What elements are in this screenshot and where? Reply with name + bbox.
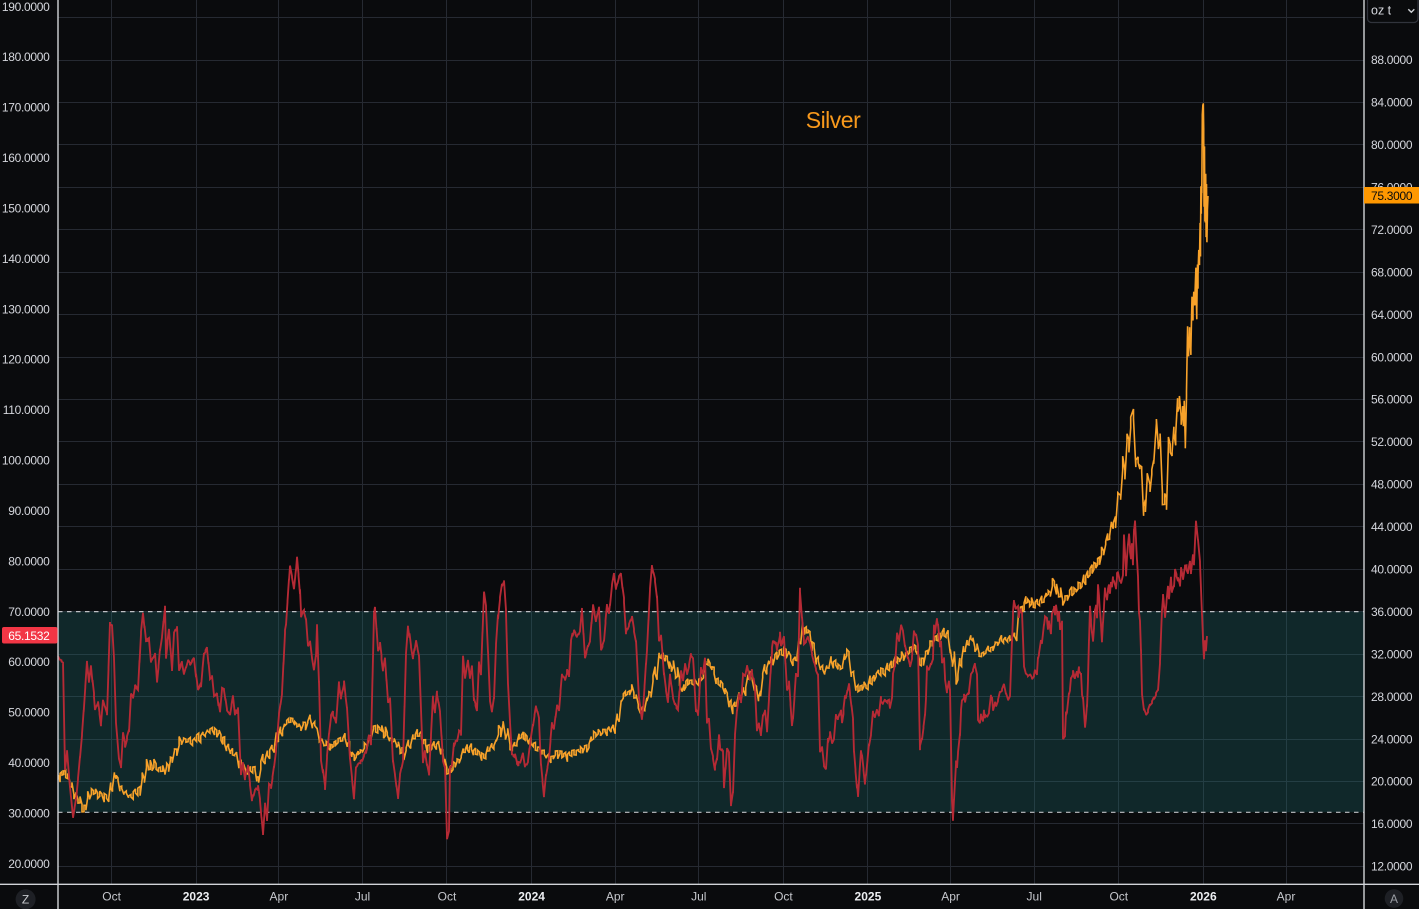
svg-text:65.1532: 65.1532 — [8, 629, 50, 643]
svg-text:Oct: Oct — [438, 890, 457, 904]
svg-text:52.0000: 52.0000 — [1371, 435, 1413, 449]
svg-text:150.0000: 150.0000 — [2, 202, 50, 216]
svg-text:75.3000: 75.3000 — [1371, 189, 1413, 203]
svg-text:40.0000: 40.0000 — [1371, 563, 1413, 577]
svg-text:120.0000: 120.0000 — [2, 353, 50, 367]
svg-text:110.0000: 110.0000 — [3, 403, 50, 417]
svg-text:A: A — [1390, 892, 1398, 906]
svg-text:Jul: Jul — [355, 890, 370, 904]
svg-text:56.0000: 56.0000 — [1371, 393, 1413, 407]
svg-text:88.0000: 88.0000 — [1371, 53, 1413, 67]
svg-text:Apr: Apr — [1277, 890, 1296, 904]
svg-text:100.0000: 100.0000 — [2, 454, 50, 468]
svg-text:20.0000: 20.0000 — [1371, 775, 1413, 789]
svg-text:70.0000: 70.0000 — [8, 605, 50, 619]
svg-text:72.0000: 72.0000 — [1371, 223, 1413, 237]
svg-text:2024: 2024 — [518, 890, 545, 904]
svg-text:80.0000: 80.0000 — [1371, 138, 1413, 152]
svg-text:28.0000: 28.0000 — [1371, 690, 1413, 704]
svg-text:Jul: Jul — [1027, 890, 1042, 904]
svg-text:44.0000: 44.0000 — [1371, 520, 1413, 534]
svg-text:30.0000: 30.0000 — [8, 807, 50, 821]
svg-text:2025: 2025 — [855, 890, 882, 904]
svg-text:oz t: oz t — [1371, 3, 1392, 17]
svg-text:24.0000: 24.0000 — [1371, 732, 1413, 746]
svg-text:Oct: Oct — [1109, 890, 1128, 904]
svg-text:Apr: Apr — [941, 890, 960, 904]
svg-text:190.0000: 190.0000 — [2, 0, 50, 14]
svg-text:Silver: Silver — [806, 107, 861, 133]
svg-text:Jul: Jul — [691, 890, 706, 904]
svg-text:Oct: Oct — [774, 890, 793, 904]
svg-text:16.0000: 16.0000 — [1371, 817, 1413, 831]
svg-text:60.0000: 60.0000 — [8, 655, 50, 669]
svg-text:48.0000: 48.0000 — [1371, 478, 1413, 492]
svg-text:Apr: Apr — [606, 890, 625, 904]
svg-text:80.0000: 80.0000 — [8, 554, 50, 568]
svg-text:64.0000: 64.0000 — [1371, 308, 1413, 322]
svg-text:140.0000: 140.0000 — [2, 252, 50, 266]
svg-text:32.0000: 32.0000 — [1371, 647, 1413, 661]
svg-text:Apr: Apr — [270, 890, 289, 904]
svg-text:20.0000: 20.0000 — [8, 857, 50, 871]
svg-text:2026: 2026 — [1190, 890, 1217, 904]
svg-text:36.0000: 36.0000 — [1371, 605, 1413, 619]
svg-text:170.0000: 170.0000 — [2, 101, 50, 115]
svg-text:84.0000: 84.0000 — [1371, 96, 1413, 110]
svg-text:Oct: Oct — [102, 890, 121, 904]
svg-text:130.0000: 130.0000 — [2, 302, 50, 316]
svg-text:90.0000: 90.0000 — [8, 504, 50, 518]
svg-text:160.0000: 160.0000 — [2, 151, 50, 165]
svg-text:2023: 2023 — [183, 890, 210, 904]
svg-text:50.0000: 50.0000 — [8, 706, 50, 720]
svg-text:40.0000: 40.0000 — [8, 756, 50, 770]
svg-text:60.0000: 60.0000 — [1371, 350, 1413, 364]
svg-text:180.0000: 180.0000 — [2, 50, 50, 64]
svg-text:12.0000: 12.0000 — [1371, 860, 1413, 874]
svg-text:Z: Z — [22, 893, 29, 907]
svg-text:68.0000: 68.0000 — [1371, 265, 1413, 279]
